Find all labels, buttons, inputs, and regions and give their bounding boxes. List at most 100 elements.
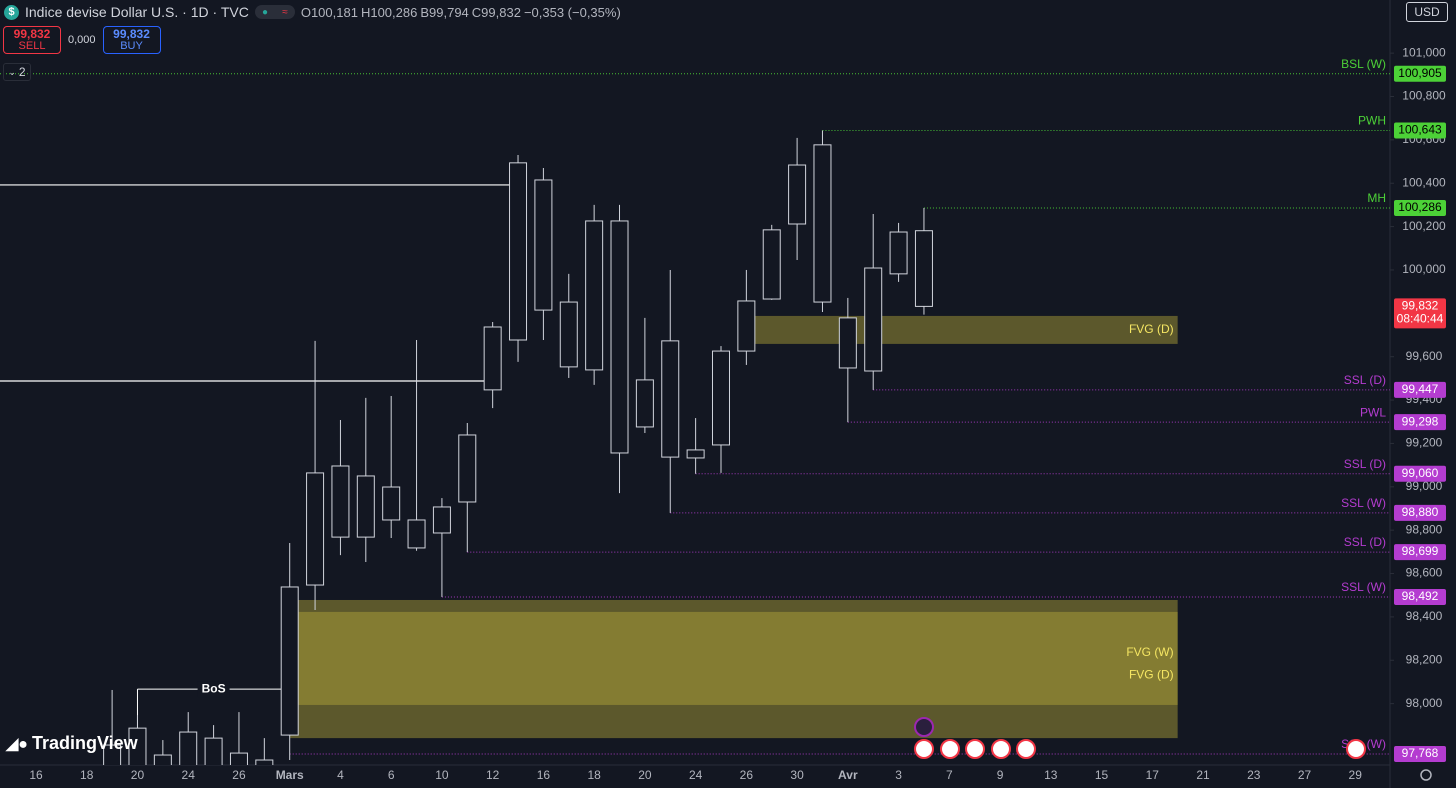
header: $ Indice devise Dollar U.S. · 1D · TVC ●… <box>4 2 624 22</box>
settings-icon[interactable] <box>1420 769 1432 781</box>
candle-body <box>128 727 147 765</box>
last-price-label: 99,832 <box>1402 299 1439 313</box>
candle-body <box>382 486 401 521</box>
x-tick-label: 4 <box>337 768 344 782</box>
level-name: PWL <box>1360 405 1386 419</box>
indicator-toggle[interactable]: ⌄ 2 <box>3 63 31 81</box>
y-tick-label: 100,400 <box>1402 175 1446 189</box>
brand: ◢● TradingView <box>6 733 138 753</box>
candle-body <box>762 229 781 300</box>
x-tick-label: 12 <box>486 768 500 782</box>
level-name: SSL (D) <box>1344 535 1386 549</box>
event-icons <box>914 717 1432 781</box>
candle-body <box>534 179 553 311</box>
event-icon[interactable] <box>914 717 934 737</box>
ohlc-key: B <box>420 5 430 20</box>
x-tick-label: 24 <box>182 768 196 782</box>
x-tick-label: 30 <box>790 768 804 782</box>
candle-body <box>864 267 883 372</box>
level-tag-label: 98,880 <box>1402 505 1439 519</box>
fvg-zone <box>289 599 1178 739</box>
level-tag <box>1394 465 1446 482</box>
x-tick-label: 26 <box>232 768 246 782</box>
spread: 0,000 <box>68 34 96 46</box>
x-tick-label: 17 <box>1146 768 1160 782</box>
status-pill[interactable]: ● ≈ <box>254 5 295 19</box>
x-tick-label: 10 <box>435 768 449 782</box>
candle-body <box>610 220 629 454</box>
level-tag <box>1394 414 1446 431</box>
level-name: MH <box>1367 191 1386 205</box>
candle-body <box>483 326 502 391</box>
x-tick-label: 29 <box>1349 768 1363 782</box>
candle-body <box>585 220 604 371</box>
sell-label: SELL <box>18 40 46 52</box>
x-tick-label: 16 <box>537 768 551 782</box>
level-tag <box>1394 588 1446 605</box>
buy-button[interactable]: 99,832 BUY <box>102 26 161 54</box>
fvg-label: FVG (D) <box>1129 668 1174 682</box>
level-tag-label: 98,699 <box>1402 544 1439 558</box>
sell-price: 99,832 <box>13 27 51 41</box>
plot: FVG (D) FVG (W) FVG (D) BoS BSL (W) PWH MH SSL … <box>0 57 1390 765</box>
candle-body <box>331 465 350 538</box>
candle-body <box>153 754 172 765</box>
x-tick-label: 3 <box>895 768 902 782</box>
event-icon[interactable] <box>940 739 960 759</box>
ohlc-value: 100,181 <box>310 5 358 20</box>
indicator-count: 2 <box>18 65 26 79</box>
y-tick-label: 101,000 <box>1402 45 1446 59</box>
currency-button[interactable]: USD <box>1406 2 1448 22</box>
last-price-tag <box>1394 298 1446 329</box>
candle-body <box>306 472 325 586</box>
fvg-label: FVG (D) <box>1129 322 1174 336</box>
level-name: SSL (D) <box>1344 373 1386 387</box>
x-tick-label: 24 <box>689 768 703 782</box>
ohlc-value: 99,794 <box>429 5 469 20</box>
x-tick-label: 13 <box>1044 768 1058 782</box>
candle-body <box>914 230 933 307</box>
currency: USD <box>1414 5 1440 19</box>
level-tag <box>1394 122 1446 139</box>
event-icon[interactable] <box>1346 739 1366 759</box>
x-tick-label: 21 <box>1196 768 1210 782</box>
ohlc-key: O <box>300 5 311 20</box>
fvg-zone <box>289 611 1178 705</box>
level-tag-label: 100,905 <box>1398 66 1442 80</box>
x-tick-label: 18 <box>80 768 94 782</box>
candle-body <box>229 752 248 765</box>
ohlc-value: 100,286 <box>370 5 418 20</box>
sell-button[interactable]: 99,832 SELL <box>3 26 61 54</box>
y-tick-label: 99,200 <box>1406 436 1443 450</box>
ohlc-value: 99,832 <box>481 5 521 20</box>
y-tick-label: 100,800 <box>1402 89 1446 103</box>
event-icon[interactable] <box>991 739 1011 759</box>
level-tag-label: 100,643 <box>1398 123 1442 137</box>
level-tag <box>1394 65 1446 82</box>
level-name: BSL (W) <box>1341 57 1386 71</box>
x-tick-label: 20 <box>638 768 652 782</box>
x-tick-label: 7 <box>946 768 953 782</box>
candle-body <box>737 300 756 352</box>
bos-label-bg <box>197 681 230 698</box>
event-icon[interactable] <box>914 739 934 759</box>
buy-label: BUY <box>120 40 143 52</box>
event-icon[interactable] <box>1016 739 1036 759</box>
level-name: PWH <box>1358 114 1386 128</box>
y-tick-label: 98,800 <box>1406 522 1443 536</box>
symbol-logo: $ <box>4 4 19 20</box>
event-icon[interactable] <box>965 739 985 759</box>
level-tag <box>1394 504 1446 521</box>
level-tag-label: 99,447 <box>1402 382 1439 396</box>
candle-body <box>432 506 451 534</box>
x-tick-label: 26 <box>740 768 754 782</box>
level-tag <box>1394 745 1446 762</box>
candle-body <box>103 744 122 765</box>
y-tick-label: 100,000 <box>1402 262 1446 276</box>
change: −0,353 (−0,35%) <box>523 5 621 20</box>
level-tag-label: 99,298 <box>1402 414 1439 428</box>
x-tick-label: 9 <box>997 768 1004 782</box>
candle-body <box>559 301 578 368</box>
